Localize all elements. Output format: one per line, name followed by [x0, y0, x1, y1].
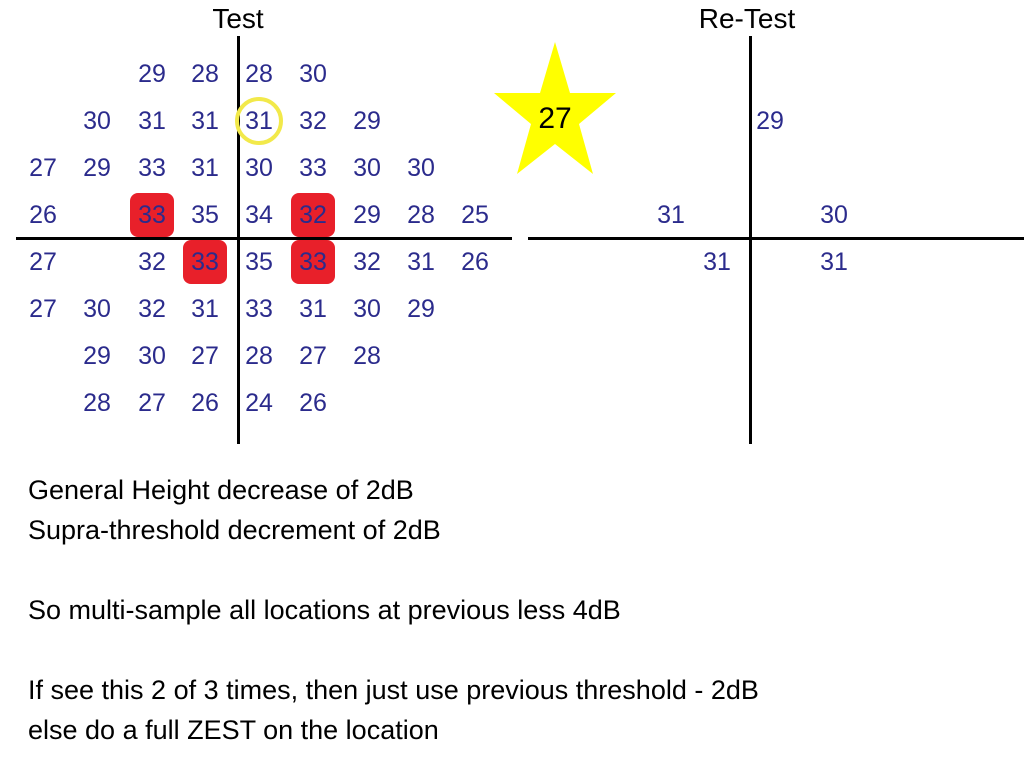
- test-value: 32: [353, 248, 381, 276]
- test-value: 33: [138, 154, 166, 182]
- test-value: 28: [245, 342, 273, 370]
- test-value: 32: [138, 295, 166, 323]
- test-value: 25: [461, 201, 489, 229]
- test-value: 28: [83, 389, 111, 417]
- test-value: 33: [245, 295, 273, 323]
- highlight-box: [130, 193, 174, 237]
- test-value: 33: [191, 248, 219, 276]
- test-value: 28: [191, 60, 219, 88]
- note-line: Supra-threshold decrement of 2dB: [28, 515, 441, 545]
- test-value: 31: [407, 248, 435, 276]
- test-value: 33: [299, 248, 327, 276]
- test-value: 27: [29, 295, 57, 323]
- test-value: 30: [353, 295, 381, 323]
- retest-value: 31: [657, 201, 685, 229]
- test-value: 29: [83, 154, 111, 182]
- test-vertical-axis: [237, 36, 240, 444]
- circle-marker: [235, 97, 283, 145]
- retest-value: 31: [703, 248, 731, 276]
- note-line: So multi-sample all locations at previou…: [28, 595, 621, 625]
- test-value: 26: [299, 389, 327, 417]
- retest-vertical-axis: [749, 36, 752, 444]
- test-value: 34: [245, 201, 273, 229]
- star-value: 27: [538, 102, 572, 135]
- highlight-box: [291, 193, 335, 237]
- test-value: 29: [353, 107, 381, 135]
- note-line: If see this 2 of 3 times, then just use …: [28, 675, 759, 705]
- test-value: 28: [353, 342, 381, 370]
- highlight-box: [291, 240, 335, 284]
- highlight-box: [183, 240, 227, 284]
- test-value: 28: [407, 201, 435, 229]
- test-value: 35: [245, 248, 273, 276]
- test-value: 27: [29, 154, 57, 182]
- test-value: 30: [83, 107, 111, 135]
- test-value: 27: [29, 248, 57, 276]
- test-value: 26: [29, 201, 57, 229]
- test-value: 32: [299, 107, 327, 135]
- retest-value: 30: [820, 201, 848, 229]
- retest-value: 31: [820, 248, 848, 276]
- test-value: 30: [353, 154, 381, 182]
- star-icon: [494, 42, 616, 174]
- test-value: 27: [191, 342, 219, 370]
- test-value: 31: [138, 107, 166, 135]
- test-value: 29: [407, 295, 435, 323]
- test-value: 32: [299, 201, 327, 229]
- note-line: [28, 630, 1008, 670]
- test-value: 30: [83, 295, 111, 323]
- test-value: 30: [245, 154, 273, 182]
- test-value: 27: [138, 389, 166, 417]
- test-value: 29: [138, 60, 166, 88]
- notes: General Height decrease of 2dB Supra-thr…: [28, 470, 1008, 750]
- test-value: 31: [191, 107, 219, 135]
- test-value: 31: [245, 107, 273, 135]
- test-value: 29: [83, 342, 111, 370]
- retest-value: 29: [756, 107, 784, 135]
- test-value: 35: [191, 201, 219, 229]
- note-line: else do a full ZEST on the location: [28, 715, 439, 745]
- test-value: 30: [138, 342, 166, 370]
- test-value: 26: [461, 248, 489, 276]
- retest-horizontal-axis: [528, 237, 1024, 240]
- test-value: 30: [407, 154, 435, 182]
- note-line: General Height decrease of 2dB: [28, 475, 414, 505]
- test-horizontal-axis: [16, 237, 512, 240]
- test-value: 31: [191, 295, 219, 323]
- note-line: [28, 550, 1008, 590]
- test-title: Test: [212, 3, 264, 34]
- test-value: 28: [245, 60, 273, 88]
- test-value: 33: [299, 154, 327, 182]
- test-value: 31: [191, 154, 219, 182]
- retest-title: Re-Test: [698, 3, 796, 34]
- test-value: 27: [299, 342, 327, 370]
- test-value: 31: [299, 295, 327, 323]
- test-value: 26: [191, 389, 219, 417]
- test-value: 30: [299, 60, 327, 88]
- test-value: 24: [245, 389, 273, 417]
- test-value: 29: [353, 201, 381, 229]
- test-value: 32: [138, 248, 166, 276]
- test-value: 33: [138, 201, 166, 229]
